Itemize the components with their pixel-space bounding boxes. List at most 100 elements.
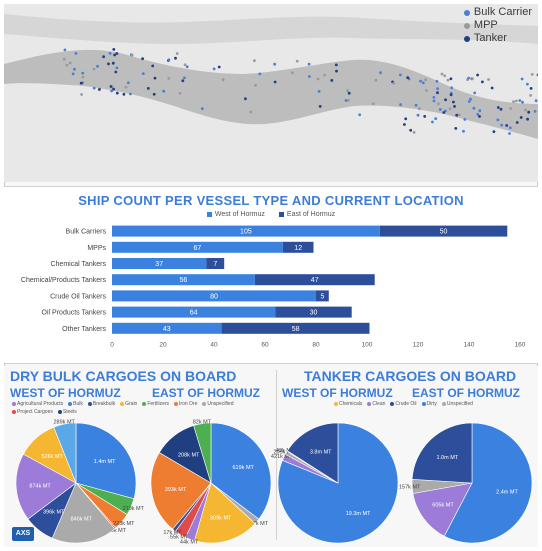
vessel-dot <box>509 107 513 110</box>
vessel-dot <box>110 89 113 93</box>
tanker-east-title: EAST OF HORMUZ <box>412 386 520 400</box>
pie-legend-item: Unspecified <box>202 401 234 407</box>
vessel-dot <box>412 131 416 134</box>
map-legend-item: Bulk Carrier <box>463 6 532 19</box>
dry-bulk-title: DRY BULK CARGOES ON BOARD <box>10 368 237 384</box>
pie-legend-item: Unspecified <box>441 401 473 407</box>
vessel-dot <box>435 79 439 83</box>
vessel-map: Bulk Carrier MPP Tanker <box>4 4 538 182</box>
pie-value-label: 1.4m MT <box>94 459 116 465</box>
pie-slice <box>51 482 116 544</box>
bar-east <box>316 290 329 302</box>
vessel-dot <box>443 74 447 78</box>
pie-value-label: 17k MT <box>163 530 182 536</box>
vessel-dot <box>146 87 150 90</box>
vessel-dot <box>444 98 447 102</box>
vessel-dot <box>399 103 402 106</box>
pie-legend-label: Chemicals <box>339 401 363 407</box>
bar-chart-legend: West of Hormuz East of Hormuz <box>4 211 538 218</box>
bar-value-label: 80 <box>210 293 218 300</box>
vessel-dot <box>505 124 509 127</box>
pie-legend-label: Steels <box>62 409 77 415</box>
vessel-dot <box>307 62 311 66</box>
vessel-dot <box>518 99 522 102</box>
legend-east-label: East of Hormuz <box>286 211 336 218</box>
vessel-dot <box>421 81 425 85</box>
pie-value-label: 874k MT <box>29 484 51 490</box>
category-label: Chemical Tankers <box>50 261 106 268</box>
vessel-dot <box>167 77 171 80</box>
vessel-dot <box>536 73 538 77</box>
vessel-dot <box>151 64 155 68</box>
legend-swatch-icon <box>334 402 338 406</box>
vessel-dot <box>434 117 438 120</box>
pie-value-label: 205k MT <box>273 450 295 456</box>
vessel-dot <box>436 91 439 95</box>
vessel-dot <box>449 77 453 81</box>
vessel-dot <box>527 110 531 114</box>
pie-value-label: 396k MT <box>43 509 65 515</box>
vessel-dot <box>403 123 406 126</box>
bar-value-label: 56 <box>180 277 188 284</box>
x-tick-label: 100 <box>362 341 373 348</box>
vessel-dot <box>462 129 465 133</box>
vessel-dot <box>212 67 216 71</box>
vessel-dot <box>371 102 375 106</box>
pie-value-label: 619k MT <box>232 465 254 471</box>
vessel-dot <box>533 110 537 113</box>
vessel-dot <box>431 120 434 124</box>
vessel-dot <box>454 127 458 130</box>
pie-slice <box>150 452 212 530</box>
pie-slice <box>443 422 533 544</box>
pie-value-label: 18k MT <box>108 528 127 534</box>
vessel-dot <box>217 65 221 69</box>
pie-legend-item: Dirty <box>421 401 437 407</box>
vessel-dot <box>344 99 348 102</box>
bar-value-label: 37 <box>155 261 163 268</box>
legend-swatch-icon <box>142 402 147 406</box>
vessel-dot <box>473 91 477 95</box>
pie-legend-label: Unspecified <box>446 401 473 407</box>
pie-slice <box>53 422 77 484</box>
pie-legend-item: Fertilizers <box>142 401 169 407</box>
vessel-dot <box>452 100 455 104</box>
pie-value-label: 208k MT <box>178 453 200 459</box>
pie-value-label: 19.3m MT <box>346 511 371 517</box>
vessel-dot <box>448 107 452 111</box>
bar-value-label: 5 <box>320 293 324 300</box>
legend-swatch-icon <box>68 402 73 406</box>
vessel-dot <box>111 61 115 65</box>
vessel-dot <box>175 52 179 55</box>
vessel-dot <box>424 78 427 82</box>
vessel-dot <box>244 97 247 101</box>
vessel-dot <box>499 107 503 111</box>
ship-count-panel: SHIP COUNT PER VESSEL TYPE AND CURRENT L… <box>4 186 538 364</box>
vessel-dot <box>290 71 294 75</box>
vessel-dot <box>418 107 421 111</box>
vessel-dot <box>130 53 134 57</box>
map-region-north <box>4 14 538 44</box>
vessel-dot <box>162 89 166 93</box>
vessel-dot <box>423 115 427 118</box>
bar-west <box>112 241 283 253</box>
vessel-dot <box>181 79 185 83</box>
map-legend-item: MPP <box>463 19 532 32</box>
bar-value-label: 67 <box>194 245 202 252</box>
pie-slice <box>210 422 272 520</box>
category-label: MPPs <box>87 245 106 252</box>
vessel-dot <box>114 70 118 74</box>
vessel-dot <box>414 103 418 107</box>
tanker-west-title: WEST OF HORMUZ <box>282 386 393 400</box>
vessel-dot <box>347 98 350 102</box>
vessel-dot <box>115 52 119 55</box>
vessel-dot <box>115 91 119 95</box>
tanker-title: TANKER CARGOES ON BOARD <box>304 368 517 384</box>
vessel-dot <box>108 52 112 55</box>
vessel-dot <box>467 100 471 103</box>
bar-west <box>112 274 255 286</box>
vessel-dot <box>471 77 474 81</box>
pie-value-label: 55k MT <box>170 535 189 541</box>
pie-legend-item: Chemicals <box>334 401 362 407</box>
x-tick-label: 0 <box>110 341 114 348</box>
